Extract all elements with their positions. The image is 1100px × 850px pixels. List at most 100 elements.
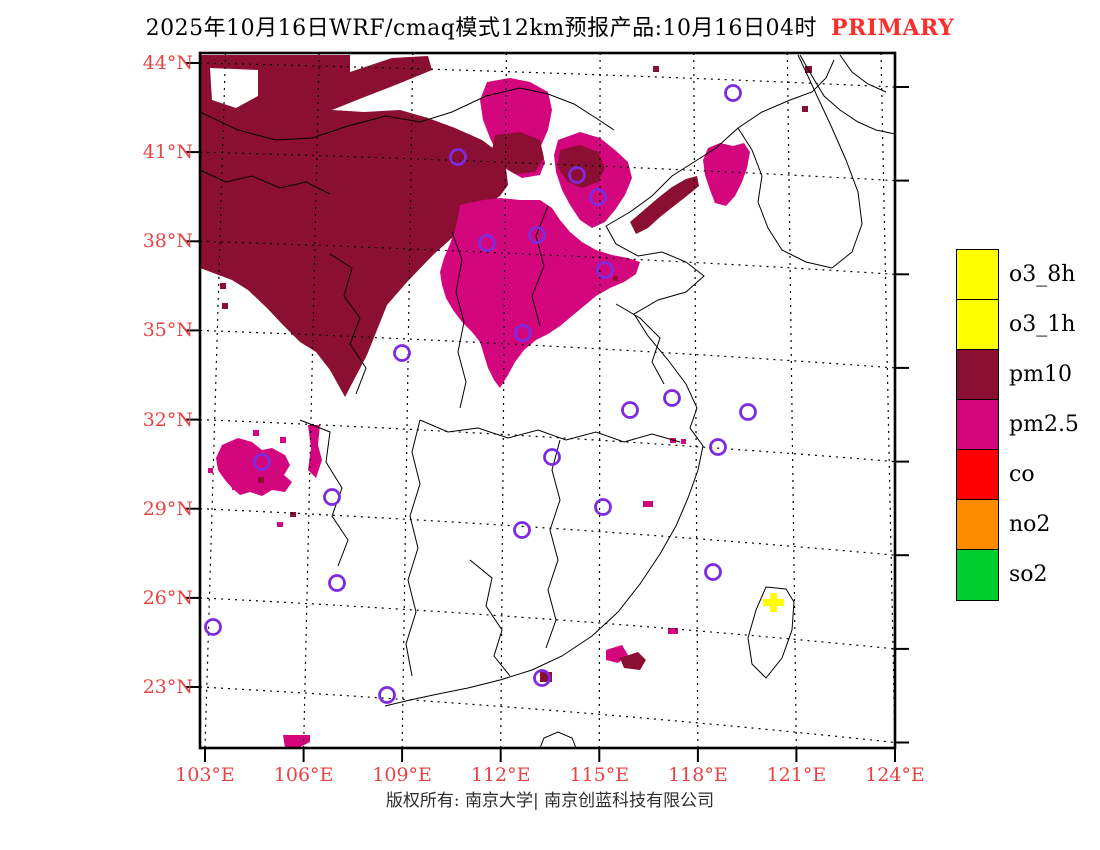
spot-pm25: [280, 437, 286, 443]
lon-label-121E: 121°E: [766, 764, 827, 786]
lon-label-115E: 115°E: [569, 764, 630, 786]
legend-swatch-o3_1h: [956, 299, 999, 351]
lat-label-23N: 23°N: [142, 676, 193, 698]
lat-label-44N: 44°N: [142, 52, 193, 74]
region-pm25: [283, 735, 310, 748]
province-line-5: [405, 419, 421, 677]
city-marker: [663, 389, 681, 407]
lon-label-106E: 106°E: [273, 764, 334, 786]
title-text: 2025年10月16日WRF/cmaq模式12km预报产品:10月16日04时: [145, 16, 817, 41]
region-pm25: [703, 143, 750, 206]
province-line-2: [531, 205, 549, 327]
spot-pm10: [613, 276, 618, 281]
region-pm25: [308, 425, 322, 478]
pollutant-fill-layer: [200, 55, 812, 748]
lat-label-26N: 26°N: [142, 586, 193, 609]
region-pm10: [200, 55, 508, 397]
city-marker: [513, 521, 531, 539]
region-pm10: [492, 132, 544, 174]
province-line-7: [329, 253, 367, 395]
city-marker: [514, 324, 532, 342]
legend-label-so2: so2: [1009, 562, 1048, 587]
city-marker: [533, 669, 551, 687]
border-ne-1: [799, 54, 896, 135]
city-marker: [568, 166, 586, 184]
spot-pm25: [681, 439, 686, 444]
spot-pm10: [653, 66, 659, 72]
lat-label-41N: 41°N: [142, 141, 193, 164]
border-mongolia: [199, 87, 615, 141]
legend-label-co: co: [1009, 462, 1035, 487]
coastline-hainan: [539, 731, 577, 749]
city-marker: [596, 261, 614, 279]
province-line-10: [615, 303, 665, 385]
lon-label-118E: 118°E: [668, 764, 728, 786]
boundary-layer: [199, 54, 896, 749]
spot-pm10: [258, 477, 264, 483]
region-white: [210, 68, 258, 108]
region-pm10: [620, 652, 646, 670]
gridline-lon: [693, 52, 699, 749]
city-marker: [449, 148, 467, 166]
legend-label-pm2.5: pm2.5: [1009, 412, 1079, 437]
legend-label-o3_8h: o3_8h: [1009, 262, 1076, 287]
legend-swatch-pm2.5: [956, 399, 999, 451]
province-line-8: [299, 419, 349, 567]
city-marker: [328, 574, 346, 592]
page-title: 2025年10月16日WRF/cmaq模式12km预报产品:10月16日04时 P…: [0, 10, 1100, 42]
title-pollutant-tag: PRIMARY: [830, 15, 955, 41]
lon-label-103E: 103°E: [175, 764, 235, 786]
gridline-lat: [199, 508, 896, 556]
lon-label-124E: 124°E: [865, 764, 925, 786]
map-border: [198, 51, 897, 750]
gridline-lon: [786, 52, 797, 749]
o3-spot: [763, 593, 784, 612]
city-marker: [253, 453, 271, 471]
region-pm25: [440, 198, 640, 388]
city-marker-layer: [204, 84, 784, 704]
city-marker: [323, 488, 341, 506]
border-yalu: [737, 59, 835, 129]
legend-swatch-co: [956, 449, 999, 501]
city-marker: [204, 618, 222, 636]
city-marker: [704, 563, 722, 581]
coastline-east-china: [384, 127, 739, 707]
province-line-1: [451, 231, 467, 409]
city-marker: [528, 226, 546, 244]
lat-label-32N: 32°N: [142, 408, 193, 431]
spot-pm10: [222, 303, 228, 309]
city-marker: [393, 344, 411, 362]
city-marker: [543, 448, 561, 466]
axes-frame: [186, 51, 909, 762]
city-marker: [621, 401, 639, 419]
gridline-lat: [199, 597, 896, 650]
city-marker: [739, 403, 757, 421]
spot-pm25: [208, 468, 213, 473]
legend-label-o3_1h: o3_1h: [1009, 312, 1076, 337]
spot-pm25: [668, 628, 678, 634]
legend-swatch-so2: [956, 549, 999, 601]
city-marker: [378, 686, 396, 704]
spot-pm25: [253, 430, 259, 436]
lat-label-29N: 29°N: [142, 497, 193, 520]
lon-label-112E: 112°E: [470, 764, 531, 786]
lat-label-35N: 35°N: [142, 319, 193, 342]
legend-label-pm10: pm10: [1009, 362, 1072, 387]
spot-pm10: [802, 106, 808, 112]
city-marker: [589, 188, 607, 206]
region-pm10: [630, 176, 699, 234]
legend-swatch-no2: [956, 499, 999, 551]
gridline-lat: [199, 419, 896, 463]
city-marker: [594, 498, 612, 516]
city-marker: [709, 438, 727, 456]
province-line-9: [469, 559, 511, 677]
coastline-korea: [737, 54, 863, 269]
gridline-lon: [880, 52, 896, 749]
spot-pm25: [643, 501, 653, 507]
border-ne-2: [839, 54, 887, 93]
spot-pm25: [232, 485, 237, 490]
coastline-taiwan: [747, 586, 795, 679]
city-marker: [478, 234, 496, 252]
